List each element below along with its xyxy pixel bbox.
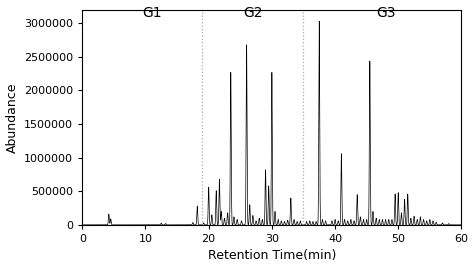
X-axis label: Retention Time(min): Retention Time(min) [208, 250, 336, 262]
Text: G3: G3 [376, 6, 395, 20]
Y-axis label: Abundance: Abundance [6, 82, 18, 152]
Text: G1: G1 [142, 6, 162, 20]
Text: G2: G2 [243, 6, 263, 20]
